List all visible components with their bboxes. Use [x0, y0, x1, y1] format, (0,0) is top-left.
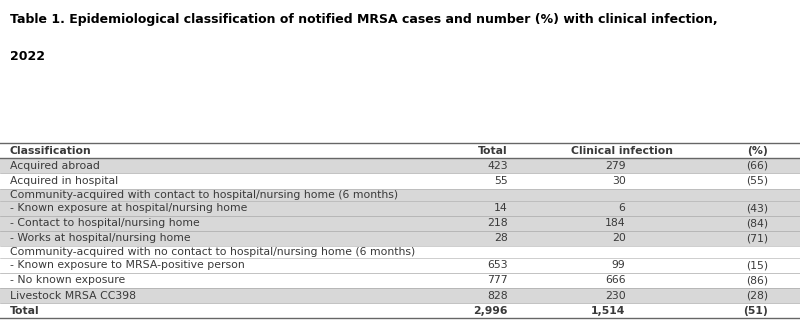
Bar — [0, 188, 800, 201]
Text: 653: 653 — [487, 260, 508, 270]
Text: 20: 20 — [612, 233, 626, 243]
Text: 14: 14 — [494, 203, 508, 213]
Bar — [0, 216, 800, 231]
Text: Clinical infection: Clinical infection — [571, 146, 673, 156]
Text: Classification: Classification — [10, 146, 91, 156]
Text: (%): (%) — [747, 146, 768, 156]
Text: (55): (55) — [746, 176, 768, 186]
Bar — [0, 158, 800, 174]
Text: 28: 28 — [494, 233, 508, 243]
Text: (51): (51) — [743, 306, 768, 316]
Text: 828: 828 — [487, 290, 508, 300]
Text: (43): (43) — [746, 203, 768, 213]
Text: Community-acquired with contact to hospital/nursing home (6 months): Community-acquired with contact to hospi… — [10, 190, 398, 200]
Text: - Known exposure at hospital/nursing home: - Known exposure at hospital/nursing hom… — [10, 203, 247, 213]
Text: 218: 218 — [487, 218, 508, 228]
Bar — [0, 273, 800, 288]
Bar — [0, 303, 800, 318]
Text: 777: 777 — [487, 275, 508, 286]
Bar — [0, 246, 800, 258]
Bar — [0, 288, 800, 303]
Text: 230: 230 — [605, 290, 626, 300]
Text: Total: Total — [478, 146, 508, 156]
Text: Table 1. Epidemiological classification of notified MRSA cases and number (%) wi: Table 1. Epidemiological classification … — [10, 13, 718, 26]
Text: 1,514: 1,514 — [591, 306, 626, 316]
Text: 184: 184 — [605, 218, 626, 228]
Text: (28): (28) — [746, 290, 768, 300]
Text: 2,996: 2,996 — [474, 306, 508, 316]
Text: 666: 666 — [605, 275, 626, 286]
Text: (71): (71) — [746, 233, 768, 243]
Text: - Works at hospital/nursing home: - Works at hospital/nursing home — [10, 233, 190, 243]
Text: Acquired abroad: Acquired abroad — [10, 161, 99, 171]
Text: 55: 55 — [494, 176, 508, 186]
Text: - Known exposure to MRSA-positive person: - Known exposure to MRSA-positive person — [10, 260, 244, 270]
Bar — [0, 174, 800, 188]
Text: Total: Total — [10, 306, 39, 316]
Text: 6: 6 — [618, 203, 626, 213]
Text: Acquired in hospital: Acquired in hospital — [10, 176, 118, 186]
Text: - No known exposure: - No known exposure — [10, 275, 125, 286]
Text: 2022: 2022 — [10, 50, 45, 63]
Bar — [0, 143, 800, 158]
Bar — [0, 258, 800, 273]
Text: 30: 30 — [612, 176, 626, 186]
Text: (15): (15) — [746, 260, 768, 270]
Bar — [0, 231, 800, 246]
Bar — [0, 201, 800, 216]
Text: 99: 99 — [612, 260, 626, 270]
Text: 423: 423 — [487, 161, 508, 171]
Text: - Contact to hospital/nursing home: - Contact to hospital/nursing home — [10, 218, 199, 228]
Text: (84): (84) — [746, 218, 768, 228]
Text: 279: 279 — [605, 161, 626, 171]
Text: (66): (66) — [746, 161, 768, 171]
Text: (86): (86) — [746, 275, 768, 286]
Text: Livestock MRSA CC398: Livestock MRSA CC398 — [10, 290, 135, 300]
Text: Community-acquired with no contact to hospital/nursing home (6 months): Community-acquired with no contact to ho… — [10, 247, 415, 257]
